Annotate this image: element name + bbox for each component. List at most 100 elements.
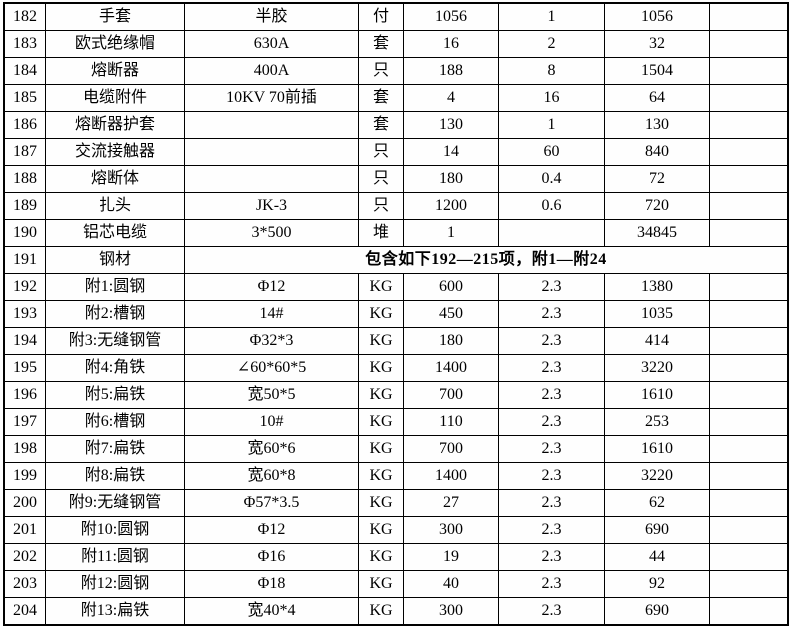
cell-quantity: 110 <box>403 408 499 436</box>
cell-unit: 只 <box>358 165 404 193</box>
cell-total: 1035 <box>604 300 710 328</box>
cell-row-number: 183 <box>3 30 46 58</box>
cell-total: 1056 <box>604 2 710 31</box>
cell-extra <box>709 111 789 139</box>
cell-unit-price: 2.3 <box>498 327 605 355</box>
cell-quantity: 300 <box>403 516 499 544</box>
cell-row-number: 197 <box>3 408 46 436</box>
cell-unit: KG <box>358 408 404 436</box>
materials-sheet: 182 手套 半胶付 1056 1 1056 183 欧式绝缘帽 630A 套 16 2 32 184 熔断… <box>3 2 789 626</box>
cell-quantity: 40 <box>403 570 499 598</box>
cell-item-name: 附8:扁铁 <box>45 462 185 490</box>
table-row: 194 附3:无缝钢管 Φ32*3 KG 180 2.3 414 <box>3 327 789 355</box>
cell-quantity: 4 <box>403 84 499 112</box>
table-row: 193 附2:槽钢 14# KG 450 2.3 1035 <box>3 300 789 328</box>
cell-quantity: 1400 <box>403 354 499 382</box>
cell-specification: ∠60*60*5 <box>184 354 359 382</box>
cell-row-number: 182 <box>3 2 46 31</box>
cell-row-number: 201 <box>3 516 46 544</box>
cell-unit-price: 16 <box>498 84 605 112</box>
cell-unit: 只 <box>358 192 404 220</box>
table-row: 191 钢材 包含如下192—215项，附1—附24 <box>3 246 789 274</box>
cell-specification: 宽60*6 <box>184 435 359 463</box>
table-row: 204 附13:扁铁 宽40*4 KG 300 2.3 690 <box>3 597 789 626</box>
cell-unit-price: 60 <box>498 138 605 166</box>
cell-item-name: 附1:圆钢 <box>45 273 185 301</box>
cell-extra <box>709 192 789 220</box>
cell-total: 34845 <box>604 219 710 247</box>
cell-item-name: 附5:扁铁 <box>45 381 185 409</box>
table-row: 198 附7:扁铁 宽60*6 KG 700 2.3 1610 <box>3 435 789 463</box>
cell-row-number: 184 <box>3 57 46 85</box>
cell-extra <box>709 597 789 626</box>
cell-item-name: 附7:扁铁 <box>45 435 185 463</box>
table-row: 197 附6:槽钢 10# KG 110 2.3 253 <box>3 408 789 436</box>
cell-specification: Φ16 <box>184 543 359 571</box>
cell-total: 253 <box>604 408 710 436</box>
cell-extra <box>709 516 789 544</box>
cell-unit: 套 <box>358 84 404 112</box>
cell-total: 690 <box>604 516 710 544</box>
cell-unit: 套 <box>358 111 404 139</box>
cell-unit: 付 <box>358 2 404 31</box>
cell-extra <box>709 381 789 409</box>
table-row: 202 附11:圆钢 Φ16 KG 19 2.3 44 <box>3 543 789 571</box>
table-row: 187 交流接触器 只 14 60 840 <box>3 138 789 166</box>
cell-extra <box>709 354 789 382</box>
cell-specification: Φ12 <box>184 516 359 544</box>
cell-unit-price: 2.3 <box>498 381 605 409</box>
cell-quantity: 130 <box>403 111 499 139</box>
cell-unit-price: 2.3 <box>498 489 605 517</box>
cell-unit-price: 2.3 <box>498 435 605 463</box>
cell-extra <box>709 570 789 598</box>
cell-specification: 宽60*8 <box>184 462 359 490</box>
cell-quantity: 180 <box>403 165 499 193</box>
cell-total: 720 <box>604 192 710 220</box>
cell-quantity: 180 <box>403 327 499 355</box>
cell-extra <box>709 57 789 85</box>
table-row: 201 附10:圆钢 Φ12 KG 300 2.3 690 <box>3 516 789 544</box>
cell-unit: KG <box>358 570 404 598</box>
cell-unit: KG <box>358 597 404 626</box>
table-row: 200 附9:无缝钢管 Φ57*3.5 KG 27 2.3 62 <box>3 489 789 517</box>
cell-specification: Φ18 <box>184 570 359 598</box>
cell-row-number: 199 <box>3 462 46 490</box>
cell-total: 1504 <box>604 57 710 85</box>
cell-unit: KG <box>358 381 404 409</box>
cell-total: 32 <box>604 30 710 58</box>
cell-row-number: 185 <box>3 84 46 112</box>
cell-extra <box>709 165 789 193</box>
cell-quantity: 1200 <box>403 192 499 220</box>
cell-item-name: 交流接触器 <box>45 138 185 166</box>
cell-specification: 10# <box>184 408 359 436</box>
cell-item-name: 附6:槽钢 <box>45 408 185 436</box>
cell-total: 840 <box>604 138 710 166</box>
cell-total: 72 <box>604 165 710 193</box>
cell-total: 64 <box>604 84 710 112</box>
cell-item-name: 附12:圆钢 <box>45 570 185 598</box>
cell-item-name: 熔断体 <box>45 165 185 193</box>
cell-quantity: 27 <box>403 489 499 517</box>
cell-quantity: 1400 <box>403 462 499 490</box>
cell-unit-price: 8 <box>498 57 605 85</box>
cell-unit-price: 2.3 <box>498 570 605 598</box>
cell-item-name: 附9:无缝钢管 <box>45 489 185 517</box>
cell-extra <box>709 219 789 247</box>
cell-row-number: 189 <box>3 192 46 220</box>
cell-specification: Φ32*3 <box>184 327 359 355</box>
cell-unit-price: 2.3 <box>498 300 605 328</box>
cell-extra <box>709 489 789 517</box>
table-row: 188 熔断体 只 180 0.4 72 <box>3 165 789 193</box>
cell-quantity: 1 <box>403 219 499 247</box>
cell-item-name: 手套 <box>45 2 185 31</box>
table-row: 184 熔断器 400A 只 188 8 1504 <box>3 57 789 85</box>
cell-unit-price: 2.3 <box>498 408 605 436</box>
cell-item-name: 熔断器护套 <box>45 111 185 139</box>
cell-item-name: 铝芯电缆 <box>45 219 185 247</box>
table-row: 192 附1:圆钢 Φ12 KG 600 2.3 1380 <box>3 273 789 301</box>
cell-quantity: 1056 <box>403 2 499 31</box>
cell-unit: KG <box>358 300 404 328</box>
table-row: 183 欧式绝缘帽 630A 套 16 2 32 <box>3 30 789 58</box>
cell-total: 44 <box>604 543 710 571</box>
cell-item-name: 附4:角铁 <box>45 354 185 382</box>
